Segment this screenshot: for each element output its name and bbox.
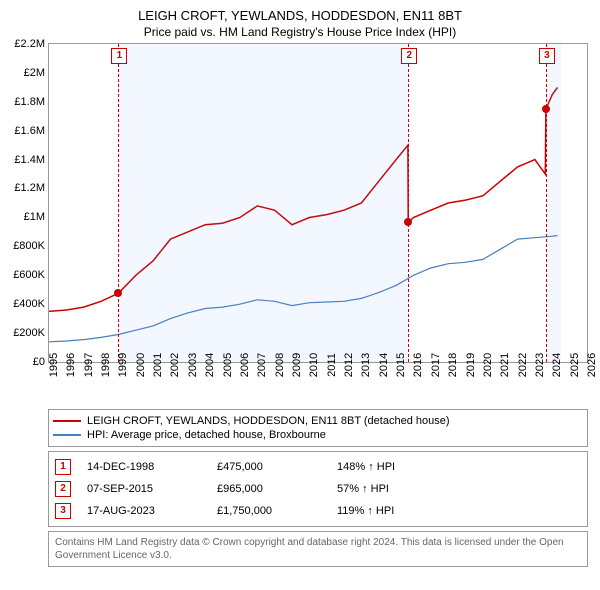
event-marker: 1: [55, 459, 71, 475]
x-tick-label: 2002: [169, 353, 181, 377]
x-tick-label: 2016: [412, 353, 424, 377]
x-tick-label: 1997: [83, 353, 95, 377]
y-tick-label: £800K: [13, 240, 49, 252]
x-tick-label: 2026: [586, 353, 598, 377]
event-row: 3 17-AUG-2023£1,750,000119% ↑ HPI: [55, 500, 581, 522]
x-tick-label: 2003: [187, 353, 199, 377]
y-tick-label: £600K: [13, 269, 49, 281]
x-tick-label: 2024: [551, 353, 563, 377]
x-tick-label: 2023: [534, 353, 546, 377]
x-tick-label: 1999: [117, 353, 129, 377]
x-tick-label: 1996: [65, 353, 77, 377]
legend-item: HPI: Average price, detached house, Brox…: [53, 428, 583, 442]
y-tick-label: £2M: [24, 67, 49, 79]
x-tick-label: 2000: [135, 353, 147, 377]
x-tick-label: 2001: [152, 353, 164, 377]
legend-item: LEIGH CROFT, YEWLANDS, HODDESDON, EN11 8…: [53, 414, 583, 428]
legend-label: HPI: Average price, detached house, Brox…: [87, 429, 326, 441]
event-date: 17-AUG-2023: [87, 505, 217, 517]
legend-swatch: [53, 434, 81, 436]
x-tick-label: 2018: [447, 353, 459, 377]
y-tick-label: £1M: [24, 211, 49, 223]
event-marker: 2: [55, 481, 71, 497]
event-price: £475,000: [217, 461, 337, 473]
event-row: 2 07-SEP-2015£965,00057% ↑ HPI: [55, 478, 581, 500]
x-tick-label: 2015: [395, 353, 407, 377]
legend: LEIGH CROFT, YEWLANDS, HODDESDON, EN11 8…: [48, 409, 588, 447]
x-tick-label: 1998: [100, 353, 112, 377]
x-tick-label: 2021: [499, 353, 511, 377]
x-tick-label: 2007: [256, 353, 268, 377]
chart-marker: 2: [401, 48, 417, 64]
chart-plot-area: £0£200K£400K£600K£800K£1M£1.2M£1.4M£1.6M…: [48, 43, 588, 363]
x-tick-label: 2010: [308, 353, 320, 377]
y-tick-label: £200K: [13, 327, 49, 339]
chart-title: LEIGH CROFT, YEWLANDS, HODDESDON, EN11 8…: [0, 0, 600, 25]
x-tick-label: 2013: [360, 353, 372, 377]
event-pct: 148% ↑ HPI: [337, 461, 395, 473]
event-pct: 57% ↑ HPI: [337, 483, 389, 495]
y-tick-label: £1.2M: [14, 182, 49, 194]
event-date: 07-SEP-2015: [87, 483, 217, 495]
x-tick-label: 2004: [204, 353, 216, 377]
event-price: £1,750,000: [217, 505, 337, 517]
x-tick-label: 1995: [48, 353, 60, 377]
chart-marker: 1: [111, 48, 127, 64]
y-tick-label: £1.8M: [14, 96, 49, 108]
event-row: 1 14-DEC-1998£475,000148% ↑ HPI: [55, 456, 581, 478]
x-tick-label: 2025: [569, 353, 581, 377]
y-tick-label: £1.6M: [14, 125, 49, 137]
x-tick-label: 2006: [239, 353, 251, 377]
chart-marker: 3: [539, 48, 555, 64]
event-price: £965,000: [217, 483, 337, 495]
event-date: 14-DEC-1998: [87, 461, 217, 473]
x-tick-label: 2008: [274, 353, 286, 377]
legend-swatch: [53, 420, 81, 422]
event-marker: 3: [55, 503, 71, 519]
event-pct: 119% ↑ HPI: [337, 505, 394, 517]
legend-label: LEIGH CROFT, YEWLANDS, HODDESDON, EN11 8…: [87, 415, 450, 427]
x-tick-label: 2020: [482, 353, 494, 377]
x-tick-label: 2009: [291, 353, 303, 377]
x-tick-label: 2011: [326, 353, 338, 377]
y-tick-label: £2.2M: [14, 38, 49, 50]
events-table: 1 14-DEC-1998£475,000148% ↑ HPI 2 07-SEP-20…: [48, 451, 588, 527]
x-tick-label: 2005: [222, 353, 234, 377]
footnote: Contains HM Land Registry data © Crown c…: [48, 531, 588, 567]
x-tick-label: 2022: [517, 353, 529, 377]
x-tick-label: 2019: [465, 353, 477, 377]
y-tick-label: £1.4M: [14, 154, 49, 166]
x-tick-label: 2017: [430, 353, 442, 377]
chart-x-axis: 1995199619971998199920002001200220032004…: [48, 363, 588, 403]
y-tick-label: £400K: [13, 298, 49, 310]
x-tick-label: 2012: [343, 353, 355, 377]
chart-subtitle: Price paid vs. HM Land Registry's House …: [0, 25, 600, 43]
y-tick-label: £0: [33, 356, 49, 368]
x-tick-label: 2014: [378, 353, 390, 377]
